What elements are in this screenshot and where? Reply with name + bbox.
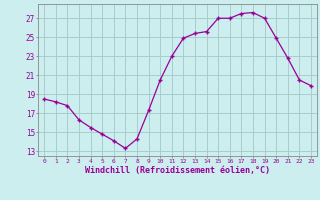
X-axis label: Windchill (Refroidissement éolien,°C): Windchill (Refroidissement éolien,°C) [85,166,270,175]
